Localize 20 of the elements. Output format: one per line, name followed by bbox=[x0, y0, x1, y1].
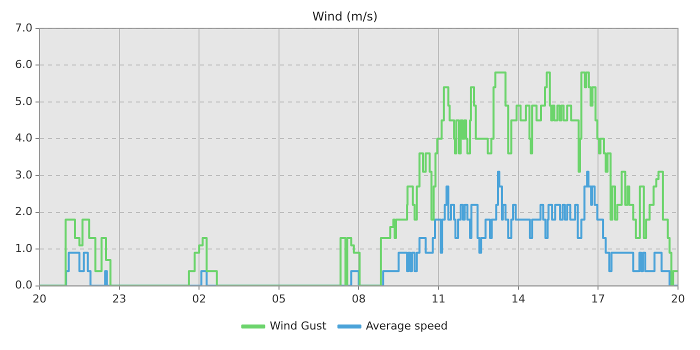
x-tick-label: 20 bbox=[671, 292, 685, 306]
y-tick-label: 0.0 bbox=[14, 278, 32, 292]
x-tick-label: 20 bbox=[32, 292, 46, 306]
x-tick-label: 17 bbox=[591, 292, 606, 306]
x-tick-label: 23 bbox=[112, 292, 126, 306]
y-tick-label: 2.0 bbox=[14, 205, 32, 218]
legend-label: Average speed bbox=[366, 319, 448, 332]
y-tick-label: 6.0 bbox=[14, 58, 32, 72]
x-tick-label: 08 bbox=[352, 292, 366, 306]
x-tick-label: 05 bbox=[272, 292, 286, 306]
y-tick-label: 5.0 bbox=[14, 94, 32, 108]
y-tick-label: 1.0 bbox=[14, 242, 32, 255]
x-tick-label: 14 bbox=[511, 292, 526, 306]
y-tick-label: 3.0 bbox=[14, 168, 32, 182]
x-tick-label: 11 bbox=[432, 292, 446, 306]
x-tick-label: 02 bbox=[192, 292, 206, 306]
y-tick-label: 4.0 bbox=[14, 132, 32, 145]
y-tick-label: 7.0 bbox=[14, 21, 32, 34]
legend-label: Wind Gust bbox=[270, 319, 328, 332]
chart-title: Wind (m/s) bbox=[312, 9, 378, 24]
